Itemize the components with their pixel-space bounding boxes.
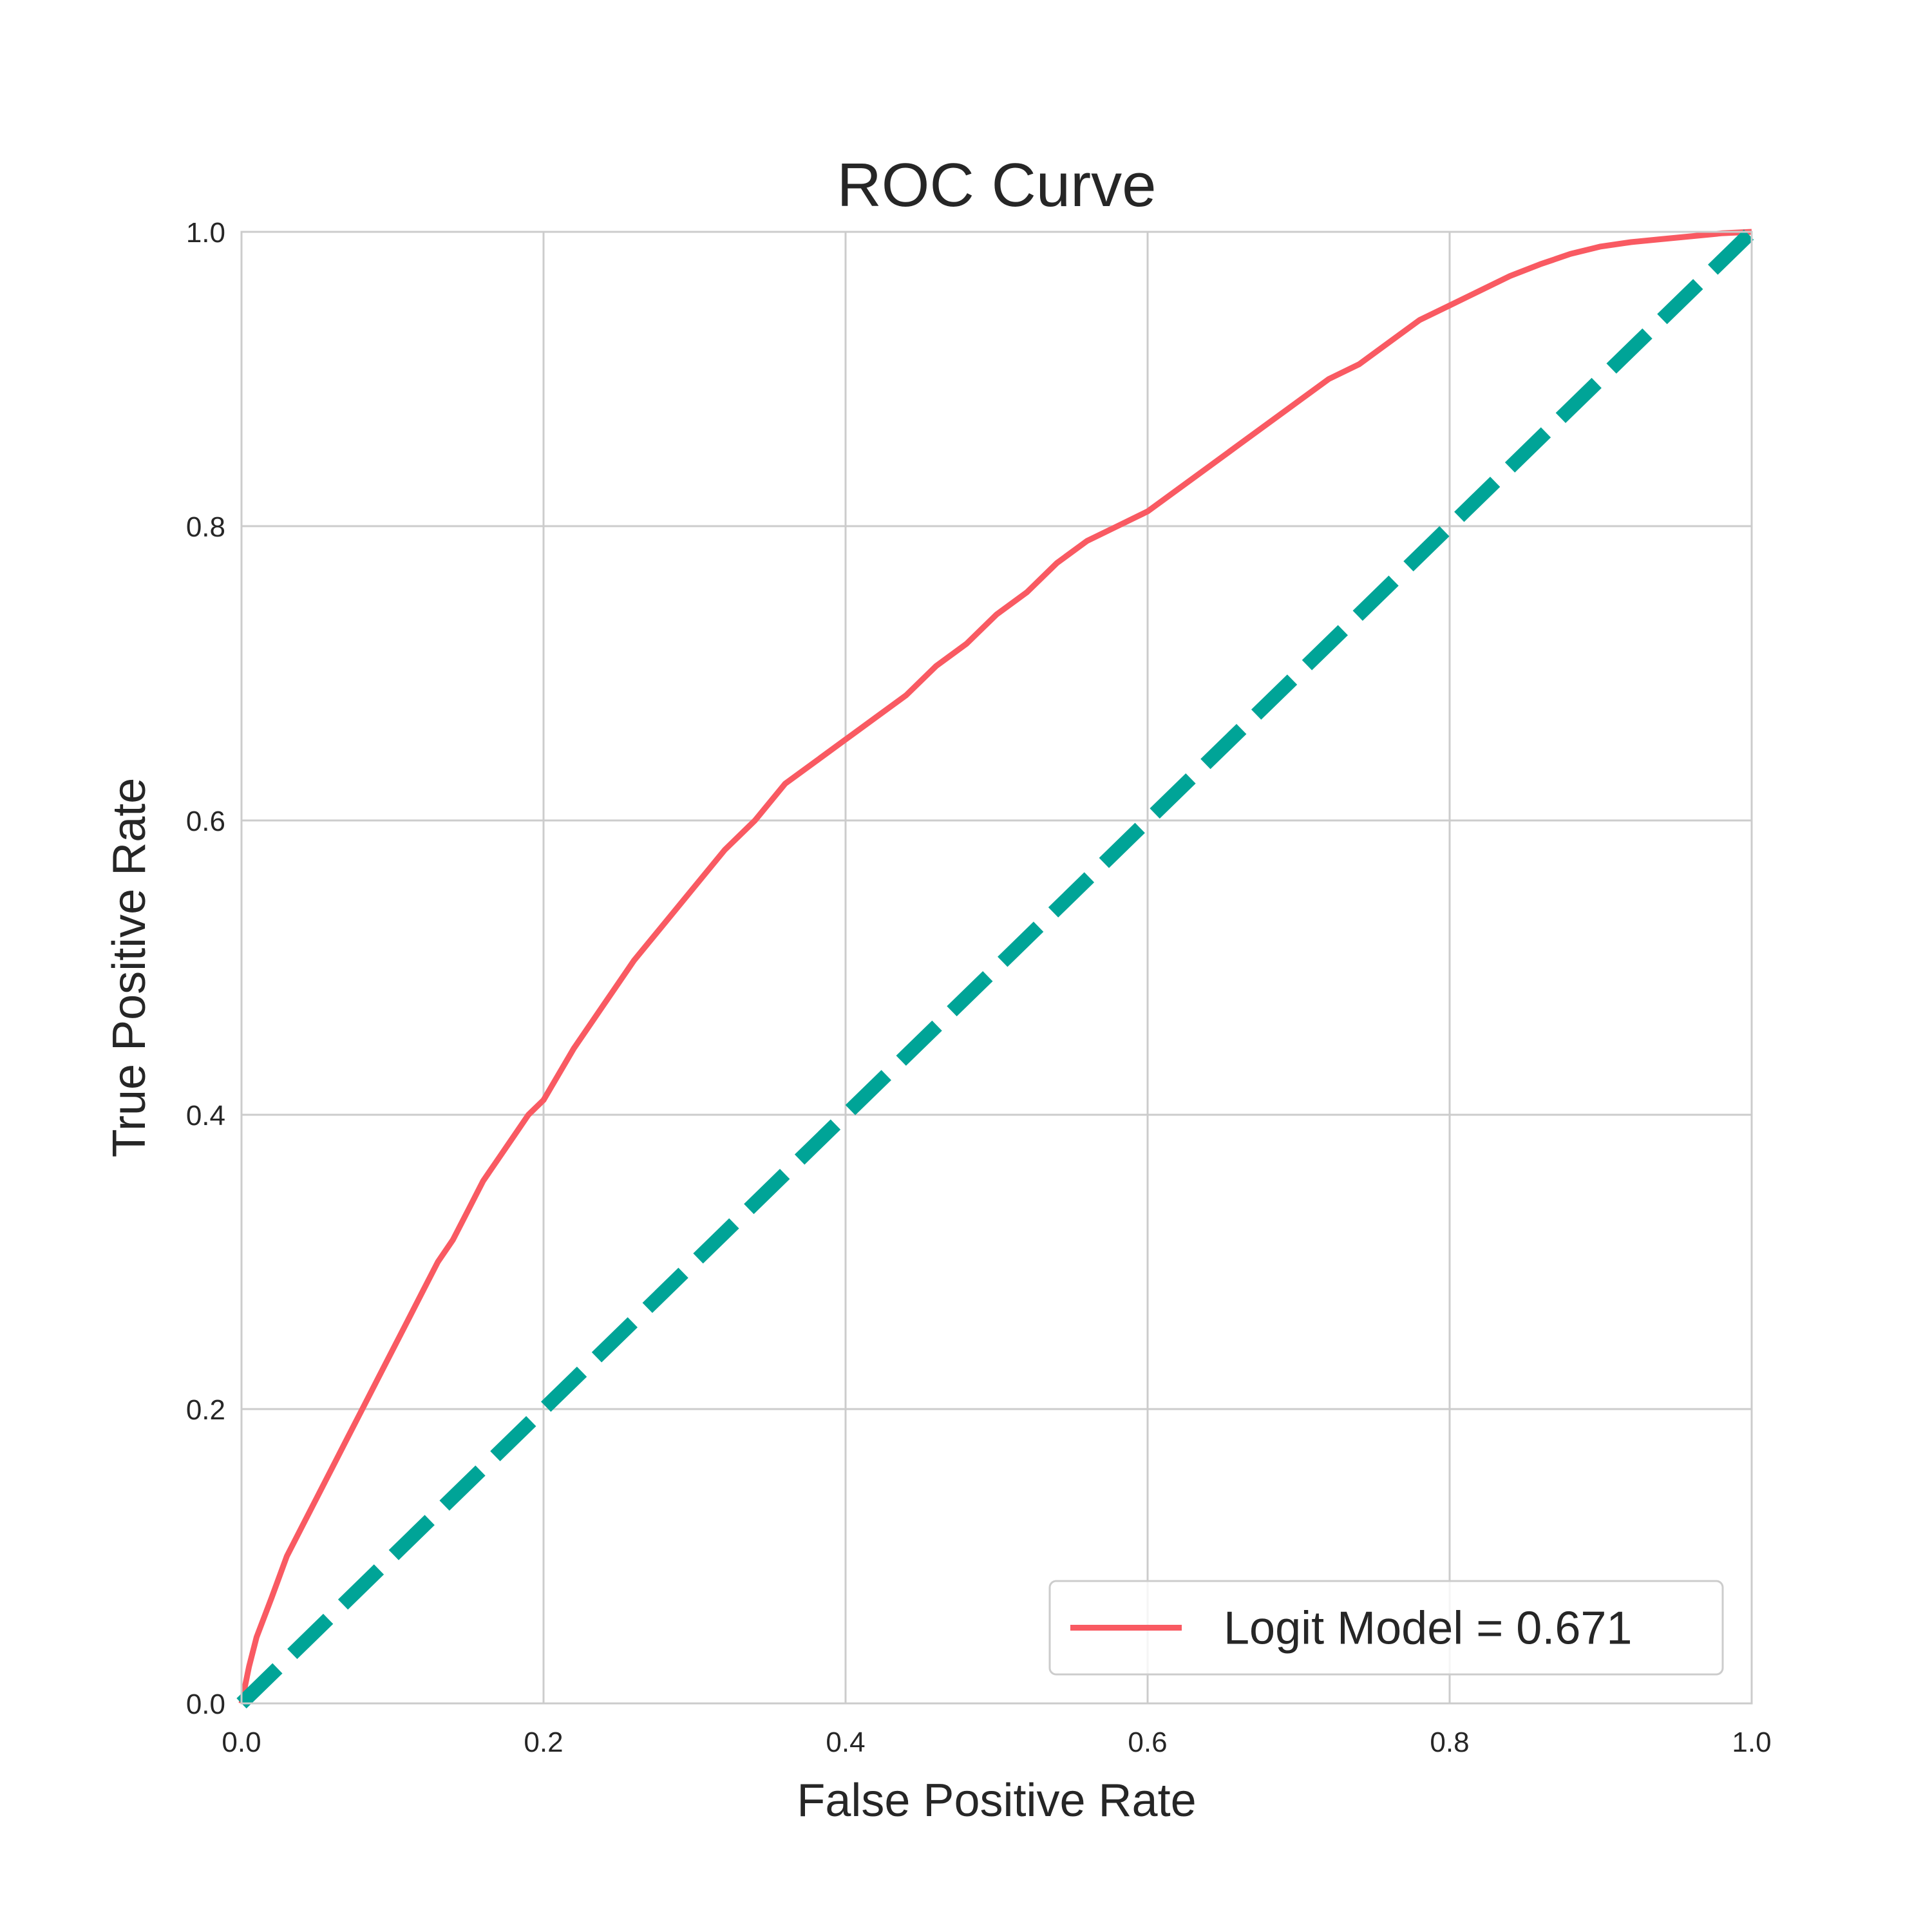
x-tick-label: 0.4	[826, 1727, 865, 1758]
legend: Logit Model = 0.671	[1048, 1580, 1724, 1676]
legend-box	[1048, 1580, 1724, 1676]
x-tick-label: 0.0	[222, 1727, 261, 1758]
x-tick-label: 0.8	[1430, 1727, 1469, 1758]
chart-title: ROC Curve	[837, 151, 1156, 220]
plot-series	[236, 227, 1757, 1709]
series-logit-model	[238, 229, 1752, 1704]
x-tick-label: 1.0	[1732, 1727, 1771, 1758]
y-tick-label: 1.0	[186, 217, 225, 249]
tick-labels: 0.0 0.2 0.4 0.6 0.8 1.0 0.0 0.2 0.4 0.6 0.8 1.0	[186, 217, 1772, 1758]
y-tick-label: 0.8	[186, 511, 225, 543]
y-tick-label: 0.2	[186, 1394, 225, 1426]
x-tick-label: 0.2	[524, 1727, 563, 1758]
y-axis-label: True Positive Rate	[104, 778, 155, 1158]
legend-label-logit-model: Logit Model = 0.671	[1224, 1603, 1632, 1654]
y-tick-label: 0.0	[186, 1689, 225, 1720]
y-tick-label: 0.4	[186, 1100, 225, 1132]
x-tick-label: 0.6	[1128, 1727, 1167, 1758]
axes-frame	[240, 231, 1753, 1705]
grid-lines	[240, 231, 1753, 1705]
x-axis-label: False Positive Rate	[797, 1775, 1196, 1826]
y-tick-label: 0.6	[186, 806, 225, 837]
